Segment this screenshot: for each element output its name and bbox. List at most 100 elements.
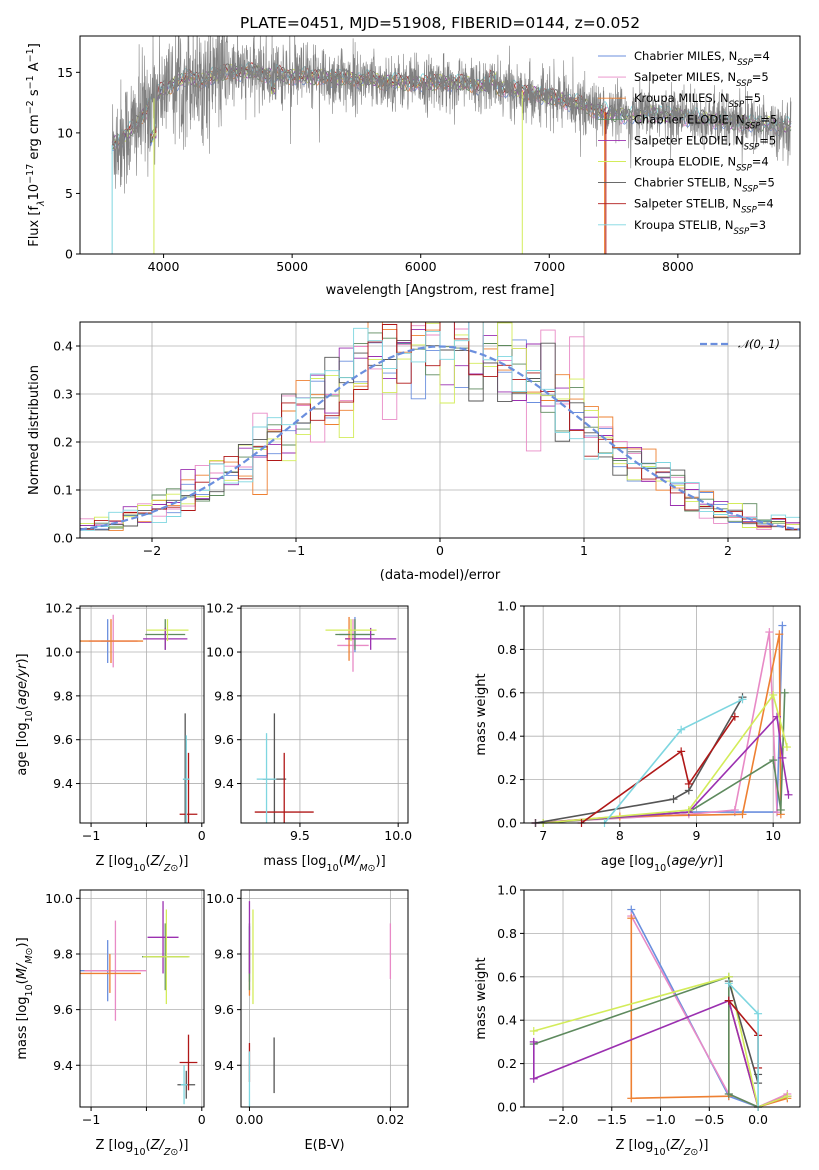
- weight-marker: [724, 979, 733, 988]
- x-tick-label: −0.5: [694, 1112, 724, 1127]
- y-tick-label: 9.8: [53, 946, 73, 961]
- legend-entry: Kroupa STELIB, NSSP=3: [634, 218, 766, 237]
- weight-marker: [677, 747, 686, 756]
- x-axis-label: Z [log10(Z/Z⊙)]: [615, 1138, 708, 1158]
- x-tick-label: 9: [693, 828, 701, 843]
- weight-marker: [627, 1094, 636, 1103]
- weight-marker: [775, 630, 784, 639]
- weight-marker: [529, 1037, 538, 1046]
- x-tick-label: 0.02: [376, 1112, 404, 1127]
- figure-title: PLATE=0451, MJD=51908, FIBERID=0144, z=0…: [240, 14, 640, 32]
- plot-frame: [523, 889, 801, 1108]
- y-tick-label: 9.8: [214, 688, 234, 703]
- x-tick-label: −2: [143, 543, 161, 558]
- legend-entry: Salpeter ELODIE, NSSP=5: [634, 133, 776, 152]
- y-tick-label: 15: [57, 65, 73, 80]
- y-axis-label: mass [log10(M/M⊙)]: [15, 937, 35, 1059]
- residual-histogram: [80, 322, 800, 531]
- legend-entry: Chabrier ELODIE, NSSP=5: [634, 112, 777, 131]
- x-tick-label: 4000: [148, 259, 180, 274]
- y-tick-label: 0.3: [53, 387, 73, 402]
- y-tick-label: 0.1: [53, 483, 73, 498]
- weight-series-line: [535, 625, 784, 823]
- x-tick-label: 0: [198, 1112, 206, 1127]
- residual-y-label: Normed distribution: [27, 365, 42, 495]
- y-tick-label: 9.6: [53, 1002, 73, 1017]
- weight-marker: [765, 628, 774, 637]
- weight-series-line: [533, 975, 759, 1107]
- y-tick-label: 0.0: [53, 531, 73, 546]
- plot-frame: [240, 605, 409, 824]
- weight-marker: [529, 1074, 538, 1083]
- weight-series-line: [728, 980, 759, 1084]
- x-tick-label: 10.0: [384, 828, 412, 843]
- x-tick-label: 0.00: [236, 1112, 264, 1127]
- weight-marker: [730, 712, 739, 721]
- weight-series-line: [603, 698, 743, 823]
- y-tick-label: 9.4: [53, 776, 73, 791]
- errorbar-point: [335, 619, 375, 650]
- y-tick-label: 0.2: [497, 1056, 517, 1071]
- x-tick-label: 0: [198, 828, 206, 843]
- y-tick-label: 0.6: [497, 969, 517, 984]
- x-tick-label: 7: [539, 828, 547, 843]
- y-tick-label: 10.0: [206, 891, 234, 906]
- x-tick-label: −2.0: [548, 1112, 578, 1127]
- x-tick-label: 6000: [405, 259, 437, 274]
- errorbar-point: [179, 1034, 198, 1091]
- y-tick-label: 0.8: [497, 926, 517, 941]
- spectrum-frame: [79, 35, 801, 255]
- y-tick-label: 0.6: [497, 685, 517, 700]
- weight-marker: [684, 805, 693, 814]
- weight-marker: [627, 914, 636, 923]
- x-axis-label: age [log10(age/yr)]: [601, 854, 723, 874]
- residual-histogram: [80, 322, 800, 531]
- legend-entry: Chabrier STELIB, NSSP=5: [634, 176, 775, 195]
- spectrum-y-label: Flux [fλ10−17 erg cm−2 s−1 A−1]: [25, 43, 47, 247]
- errorbar-point: [143, 627, 188, 650]
- weight-marker: [784, 790, 793, 799]
- x-tick-label: −1: [82, 1112, 100, 1127]
- y-axis-label: mass weight: [474, 673, 489, 755]
- errorbar-point: [182, 735, 190, 823]
- plot-frame: [79, 889, 205, 1108]
- weight-series-line: [535, 696, 744, 823]
- x-axis-label: Z [log10(Z/Z⊙)]: [95, 1138, 188, 1158]
- x-tick-label: −1: [82, 828, 100, 843]
- x-tick-label: 9.5: [290, 828, 310, 843]
- y-tick-label: 9.4: [214, 776, 234, 791]
- y-tick-label: 0: [65, 247, 73, 262]
- y-tick-label: 0.8: [497, 642, 517, 657]
- errorbar-point: [143, 909, 190, 1005]
- weight-marker: [738, 695, 747, 704]
- errorbar-point: [147, 901, 179, 974]
- weight-marker: [778, 621, 787, 630]
- x-tick-label: 7000: [533, 259, 565, 274]
- x-axis-label: mass [log10(M/M⊙)]: [263, 854, 385, 874]
- errorbar-point: [325, 619, 377, 642]
- y-tick-label: 10.0: [45, 645, 73, 660]
- y-tick-label: 9.6: [214, 1002, 234, 1017]
- weight-marker: [778, 753, 787, 762]
- weight-marker: [769, 756, 778, 765]
- spectrum-x-label: wavelength [Angstrom, rest frame]: [326, 283, 555, 298]
- x-tick-label: 8: [616, 828, 624, 843]
- residual-histogram: [80, 322, 800, 530]
- weight-marker: [780, 688, 789, 697]
- legend-entry: Kroupa ELODIE, NSSP=4: [634, 155, 769, 174]
- y-tick-label: 0.2: [53, 435, 73, 450]
- x-tick-label: 2: [724, 543, 732, 558]
- weight-series-line: [543, 692, 786, 823]
- errorbar-point: [345, 627, 397, 650]
- y-tick-label: 5: [65, 186, 73, 201]
- weight-marker: [529, 1027, 538, 1036]
- x-tick-label: 0: [436, 543, 444, 558]
- observed-spectrum-line: [111, 36, 792, 194]
- y-tick-label: 10.0: [45, 891, 73, 906]
- x-axis-label: Z [log10(Z/Z⊙)]: [95, 854, 188, 874]
- weight-series-line: [533, 975, 788, 1107]
- y-tick-label: 1.0: [497, 883, 517, 898]
- y-tick-label: 1.0: [497, 599, 517, 614]
- weight-series-line: [581, 716, 736, 823]
- y-tick-label: 9.4: [53, 1058, 73, 1073]
